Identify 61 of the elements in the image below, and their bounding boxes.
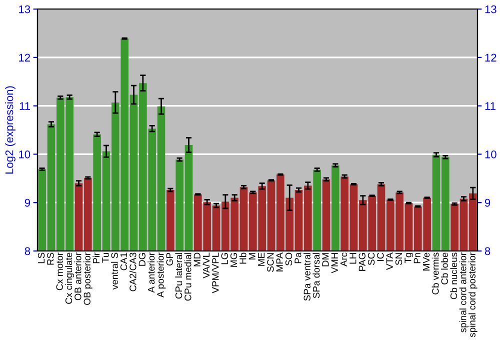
y-tick-label: 11 <box>20 102 30 110</box>
x-tick-label: SCN <box>267 253 274 272</box>
x-tick-label: ventral S <box>111 252 118 290</box>
y2-tick-label: 12 <box>485 54 496 62</box>
x-tick-label: DG <box>138 253 146 266</box>
x-tick-label: Pir <box>92 252 100 264</box>
x-tick-label: Arc <box>340 252 348 266</box>
x-tick-label: DM <box>322 253 329 266</box>
x-tick-label: MPA <box>276 252 283 272</box>
x-tick-label: Hb <box>239 252 246 264</box>
x-tick-label: Pn <box>414 252 420 264</box>
y-tick-label: 9 <box>24 198 30 207</box>
x-tick-label: SPa dorsal <box>312 252 320 298</box>
x-tick-label: Tu <box>102 252 109 263</box>
x-tick-label: SN <box>395 253 402 266</box>
y2-tick-label: 13 <box>485 5 496 14</box>
x-tick-label: A anterior <box>148 252 155 293</box>
x-tick-label: LS <box>38 252 45 264</box>
x-tick-label: SO <box>285 252 292 266</box>
y-axis-title: Log2 (expression) <box>5 86 16 174</box>
x-tick-label: Tg <box>404 252 414 264</box>
x-tick-label: GP <box>166 252 173 266</box>
y-tick-label: 10 <box>19 150 30 158</box>
x-tick-label: OB anterior <box>74 252 82 300</box>
x-tick-label: RS <box>47 252 54 265</box>
x-tick-label: CA1 <box>120 252 128 270</box>
y-tick-label: 8 <box>24 247 30 256</box>
x-tick-label: Cb vermis <box>432 252 439 294</box>
x-tick-label: MD <box>194 252 200 266</box>
x-tick-label: SPa ventral <box>304 252 310 301</box>
y-tick-label: 12 <box>19 54 30 62</box>
x-tick-label: spinal cord anterior <box>459 252 468 332</box>
y-tick-label: 13 <box>19 5 30 14</box>
x-tick-label: spinal cord posterior <box>468 252 478 338</box>
y2-tick-label: 8 <box>484 247 490 256</box>
x-tick-label: OB posterior <box>84 252 92 305</box>
x-tick-label: PAG <box>358 253 366 271</box>
y2-tick-label: 11 <box>485 102 496 110</box>
x-tick-label: MG <box>230 253 238 267</box>
x-tick-label: CPu lateral <box>175 252 182 299</box>
x-tick-label: M <box>248 253 256 260</box>
x-tick-label: MVe <box>423 252 430 270</box>
x-tick-label: CPu medial <box>184 252 192 301</box>
x-tick-label: Cb nucleus <box>450 252 458 300</box>
x-tick-label: Cx cingulate <box>65 252 74 304</box>
x-tick-label: A posterior <box>156 252 166 298</box>
x-tick-label: Cx motor <box>56 252 63 290</box>
y2-tick-label: 10 <box>485 150 496 158</box>
x-tick-label: LG <box>221 253 228 264</box>
x-tick-label: VPM/VPL <box>212 252 219 294</box>
x-tick-label: LH <box>350 253 356 264</box>
x-tick-label: Pa <box>294 252 302 264</box>
x-tick-label: SC <box>368 252 375 266</box>
x-tick-label: CA2/CA3 <box>129 252 136 292</box>
y2-tick-label: 9 <box>484 198 490 207</box>
x-tick-label: VA/VL <box>202 252 210 278</box>
x-tick-label: IC <box>377 252 384 261</box>
x-tick-label: ME <box>258 252 265 266</box>
x-tick-label: VTA <box>386 252 393 270</box>
x-tick-label: VMH <box>331 253 338 274</box>
x-tick-label: Cb lobe <box>441 252 448 284</box>
